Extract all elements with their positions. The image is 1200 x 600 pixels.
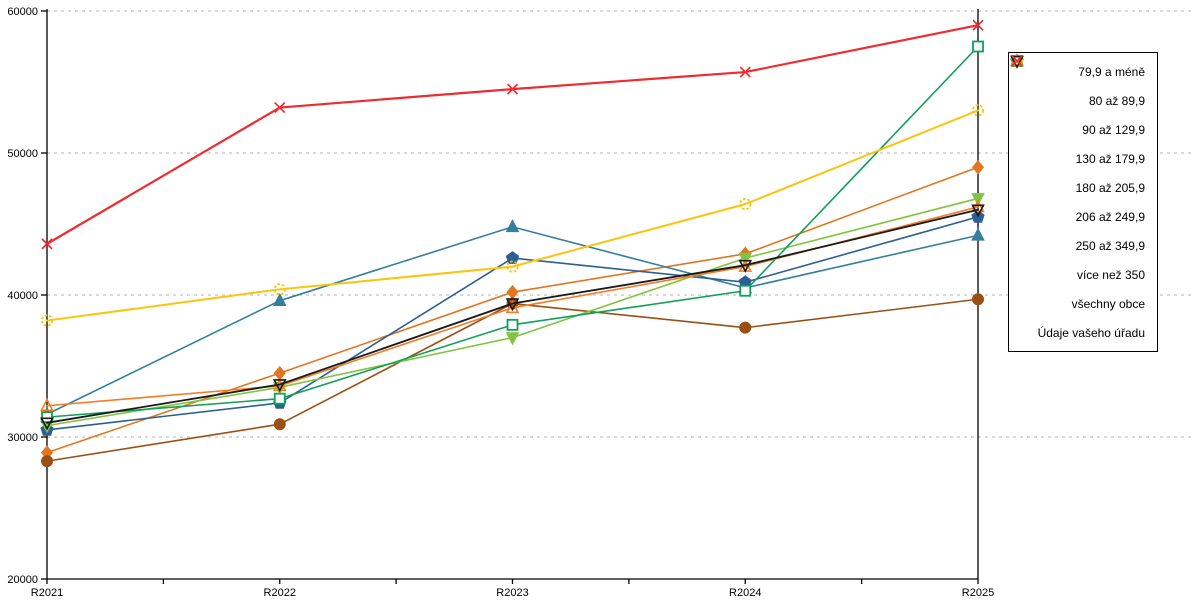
series-2-marker-R2023 — [505, 219, 520, 233]
legend-item-7[interactable]: více než 350 — [1009, 53, 1157, 287]
legend-item-8[interactable]: všechny obce — [1009, 55, 1157, 316]
series-8-marker-R2024 — [738, 259, 753, 273]
series-9-marker-R2024 — [739, 66, 751, 78]
series-1-marker-R2024 — [739, 321, 752, 334]
series-4-marker-R2023 — [505, 332, 520, 346]
legend-label: všechny obce — [1071, 296, 1145, 311]
series-1-marker-R2022 — [273, 418, 286, 431]
legend-label: 250 až 349,9 — [1075, 238, 1145, 253]
legend-box: 79,9 a méně 80 až 89,9 90 až 129,9 130 až 1… — [1008, 52, 1158, 352]
series-2-marker-R2025 — [971, 227, 985, 241]
legend-label: 206 až 249,9 — [1075, 209, 1145, 224]
series-9-marker-R2022 — [274, 101, 286, 114]
series-8-marker-R2025 — [971, 204, 985, 218]
series-line-8 — [46, 208, 979, 424]
series-2-marker-R2022 — [272, 292, 287, 306]
series-0-marker-R2023 — [506, 284, 519, 300]
series-line-9 — [45, 24, 980, 245]
series-9-marker-R2025 — [972, 19, 984, 31]
legend-label: 80 až 89,9 — [1088, 93, 1145, 108]
legend-item-4[interactable]: 180 až 205,9 — [1009, 55, 1157, 200]
legend-label: 79,9 a méně — [1078, 64, 1145, 79]
series-6-marker-R2025 — [971, 104, 985, 117]
series-6-marker-R2021 — [40, 314, 54, 327]
series-8-marker-R2023 — [505, 298, 520, 312]
series-line-6 — [46, 109, 979, 322]
legend-item-1[interactable]: 80 až 89,9 — [1009, 55, 1157, 113]
legend-label: Údaje vašeho úřadu — [1037, 325, 1145, 340]
y-tick-label: 30000 — [7, 432, 38, 444]
series-5-marker-R2024 — [739, 284, 752, 297]
triangle-down-open-legend-icon — [1010, 55, 1024, 69]
series-0-marker-R2025 — [971, 159, 985, 175]
series-7-marker-R2023 — [505, 300, 520, 314]
series-7-marker-R2021 — [40, 398, 54, 412]
series-8-marker-R2022 — [272, 379, 287, 393]
series-1-marker-R2025 — [971, 293, 984, 306]
x-legend-icon — [1011, 55, 1023, 67]
legend-item-2[interactable]: 90 až 129,9 — [1009, 53, 1157, 142]
legend-label: 90 až 129,9 — [1082, 122, 1145, 137]
x-tick-label-R2025: R2025 — [962, 587, 994, 599]
series-0-marker-R2022 — [273, 365, 286, 381]
legend-label: 180 až 205,9 — [1075, 180, 1145, 195]
series-7-marker-R2025 — [971, 199, 985, 213]
y-tick-label: 60000 — [7, 6, 38, 18]
legend-item-3[interactable]: 130 až 179,9 — [1009, 54, 1157, 171]
x-tick-label-R2024: R2024 — [729, 587, 761, 599]
series-8-marker-R2021 — [40, 417, 54, 431]
legend-label: více než 350 — [1076, 267, 1145, 282]
series-9-marker-R2023 — [506, 83, 519, 95]
series-6-marker-R2023 — [506, 260, 519, 273]
series-1-marker-R2021 — [40, 455, 53, 468]
y-tick-label: 20000 — [7, 574, 38, 586]
series-5-marker-R2023 — [506, 318, 519, 331]
legend-item-6[interactable]: 250 až 349,9 — [1009, 54, 1157, 258]
series-3-marker-R2023 — [505, 251, 520, 264]
x-tick-label-R2022: R2022 — [264, 587, 296, 599]
series-4-marker-R2025 — [971, 193, 985, 207]
legend-item-0[interactable]: 79,9 a méně — [1009, 53, 1157, 84]
triangle-down-open-legend-glyph — [1010, 55, 1024, 69]
x-tick-label-R2023: R2023 — [496, 587, 528, 599]
x-tick-label-R2021: R2021 — [31, 587, 63, 599]
series-4-marker-R2024 — [738, 252, 753, 266]
y-tick-label: 50000 — [7, 148, 38, 160]
series-9-marker-R2021 — [41, 238, 53, 250]
series-5-marker-R2022 — [273, 392, 286, 405]
series-6-marker-R2024 — [739, 198, 752, 211]
legend-label: 130 až 179,9 — [1075, 151, 1145, 166]
series-5-marker-R2025 — [972, 40, 984, 53]
y-tick-label: 40000 — [7, 290, 38, 302]
legend-item-9[interactable]: Údaje vašeho úřadu — [1009, 55, 1157, 345]
series-6-marker-R2022 — [273, 283, 286, 296]
legend-item-5[interactable]: 206 až 249,9 — [1009, 55, 1157, 229]
x-legend-glyph — [1011, 55, 1023, 67]
